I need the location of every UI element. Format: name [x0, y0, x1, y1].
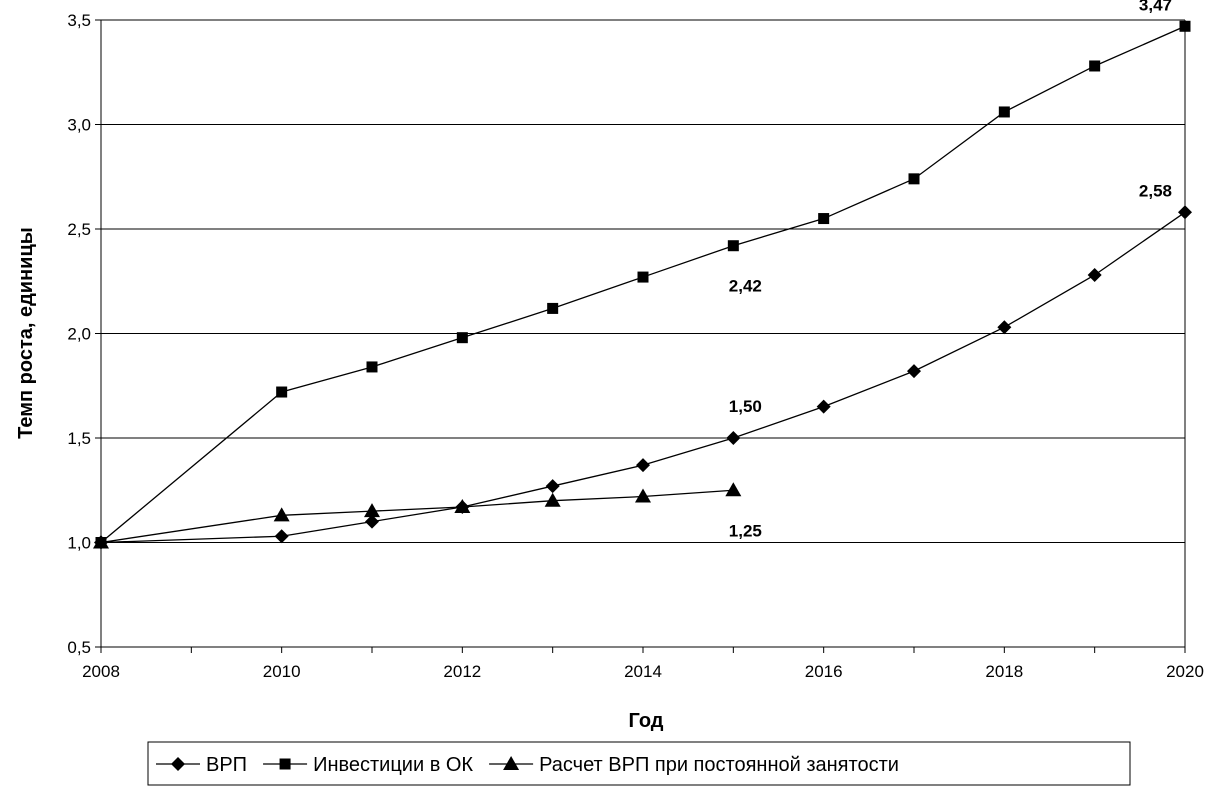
legend-box — [147, 741, 1131, 786]
data-point — [727, 240, 739, 252]
data-label: 3,47 — [1139, 0, 1172, 14]
x-axis-title: Год — [629, 710, 664, 732]
y-tick-label: 3,0 — [67, 116, 91, 135]
axes — [95, 19, 1186, 653]
data-point — [637, 271, 649, 283]
series-3 — [93, 482, 742, 549]
data-point — [456, 332, 468, 344]
legend-label: Инвестиции в ОК — [313, 754, 473, 776]
data-label: 1,50 — [729, 397, 762, 416]
x-tick-label: 2018 — [985, 662, 1023, 681]
data-point — [908, 173, 920, 185]
x-tick-labels: 2008 2010 2012 2014 2016 2018 2020 — [82, 662, 1204, 681]
data-point — [1179, 20, 1191, 32]
legend-item-2: Инвестиции в ОК — [263, 754, 473, 776]
legend-label: ВРП — [206, 754, 247, 776]
data-point — [997, 320, 1012, 335]
y-axis-title: Темп роста, единицы — [15, 227, 37, 439]
gridlines — [101, 19, 1185, 543]
legend-items: ВРП Инвестиции в ОК Расчет ВРП при постоян… — [156, 754, 899, 776]
data-point — [365, 514, 379, 529]
data-point — [93, 534, 109, 549]
data-point — [273, 507, 290, 522]
series-layer — [93, 20, 1192, 550]
data-point — [547, 302, 559, 314]
data-point — [276, 386, 288, 398]
legend-marker — [503, 756, 520, 770]
x-tick-label: 2016 — [805, 662, 843, 681]
y-tick-label: 1,5 — [67, 429, 91, 448]
x-tick-label: 2020 — [1166, 662, 1204, 681]
legend-marker — [279, 758, 291, 770]
series-line — [100, 25, 1186, 543]
data-point — [1087, 267, 1102, 282]
data-point — [726, 431, 741, 445]
x-tick-label: 2014 — [624, 662, 662, 681]
data-point — [818, 213, 830, 225]
y-tick-label: 2,0 — [67, 325, 91, 344]
x-tick-label: 2010 — [263, 662, 301, 681]
legend-item-1: ВРП — [156, 754, 247, 776]
data-point — [366, 361, 378, 373]
data-point — [725, 482, 742, 497]
data-point — [636, 458, 650, 473]
data-point — [816, 399, 831, 414]
y-tick-label: 2,5 — [67, 220, 91, 239]
data-point — [998, 106, 1010, 118]
data-label: 2,58 — [1139, 181, 1172, 200]
data-point — [454, 498, 471, 513]
data-point — [364, 503, 380, 518]
x-tick-label: 2012 — [443, 662, 481, 681]
data-point — [545, 479, 560, 494]
legend-label: Расчет ВРП при постоянной занятости — [539, 754, 899, 776]
legend-marker — [171, 757, 185, 771]
data-label: 2,42 — [729, 277, 762, 296]
y-tick-label: 3,5 — [67, 11, 91, 30]
series-2 — [95, 20, 1191, 548]
x-tick-label: 2008 — [82, 662, 120, 681]
y-tick-label: 0,5 — [67, 638, 91, 657]
data-point — [635, 488, 651, 503]
data-label: 1,25 — [729, 521, 762, 540]
legend: ВРП Инвестиции в ОК Расчет ВРП при постоян… — [147, 741, 1131, 786]
legend-item-3: Расчет ВРП при постоянной занятости — [489, 754, 899, 776]
data-point — [274, 529, 289, 544]
y-tick-label: 1,0 — [67, 534, 91, 553]
data-point — [544, 492, 561, 507]
data-labels: 3,47 2,58 2,42 1,50 1,25 — [729, 0, 1172, 540]
data-point — [1089, 60, 1101, 72]
data-point — [1178, 205, 1192, 220]
y-tick-labels: 0,5 1,0 1,5 2,0 2,5 3,0 3,5 — [67, 11, 91, 657]
series-line — [100, 211, 1186, 544]
data-point — [907, 364, 921, 379]
